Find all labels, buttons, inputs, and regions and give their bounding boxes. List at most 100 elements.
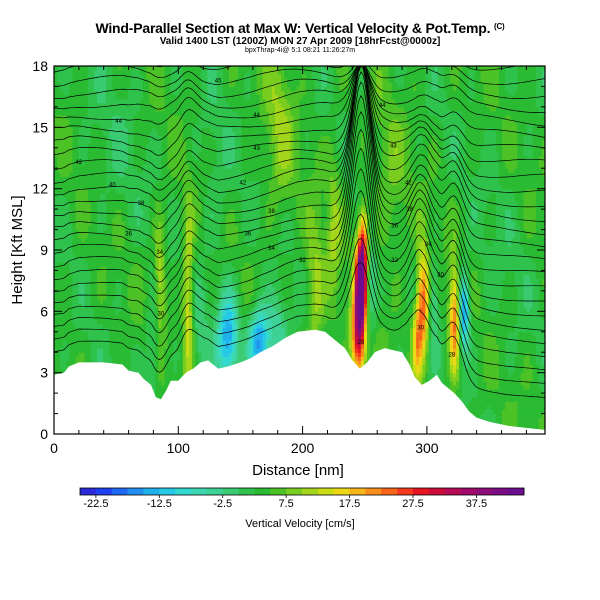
- velocity-cell: [535, 401, 540, 406]
- velocity-cell: [416, 356, 420, 361]
- velocity-cell: [373, 323, 377, 329]
- velocity-cell: [446, 360, 451, 365]
- velocity-cell: [256, 344, 261, 349]
- velocity-cell: [60, 303, 64, 308]
- velocity-cell: [431, 323, 436, 329]
- velocity-cell: [529, 397, 534, 402]
- velocity-cell: [127, 360, 132, 365]
- velocity-cell: [198, 360, 202, 365]
- velocity-cell: [517, 380, 521, 386]
- chart-subsubtitle: bpxThrap-4i@ 5:1 08:21 11:26:27m: [244, 47, 356, 54]
- velocity-cell: [271, 331, 276, 337]
- velocity-cell: [471, 323, 475, 329]
- velocity-cell: [498, 335, 503, 341]
- velocity-cell: [100, 323, 104, 329]
- velocity-cell: [419, 307, 423, 312]
- velocity-cell: [474, 319, 478, 325]
- velocity-cell: [508, 401, 512, 406]
- velocity-cell: [146, 327, 150, 333]
- velocity-cell: [149, 327, 153, 333]
- velocity-cell: [66, 319, 70, 325]
- velocity-cell: [207, 356, 212, 361]
- velocity-cell: [376, 344, 380, 349]
- velocity-cell: [532, 405, 537, 410]
- velocity-cell: [136, 335, 141, 341]
- velocity-cell: [179, 368, 184, 374]
- velocity-cell: [103, 352, 107, 357]
- velocity-cell: [379, 327, 383, 333]
- velocity-cell: [511, 372, 515, 378]
- velocity-cell: [164, 315, 169, 321]
- velocity-cell: [376, 331, 380, 337]
- velocity-cell: [155, 352, 159, 357]
- velocity-cell: [333, 311, 337, 316]
- velocity-cell: [336, 327, 340, 333]
- velocity-cell: [489, 397, 494, 402]
- velocity-cell: [391, 315, 396, 321]
- velocity-cell: [207, 344, 212, 349]
- velocity-cell: [422, 360, 426, 365]
- velocity-cell: [474, 360, 478, 365]
- velocity-cell: [483, 409, 488, 415]
- velocity-cell: [179, 327, 184, 333]
- velocity-cell: [54, 344, 58, 349]
- velocity-cell: [505, 421, 509, 427]
- velocity-cell: [170, 376, 175, 382]
- velocity-cell: [492, 413, 497, 419]
- velocity-cell: [130, 339, 135, 345]
- velocity-cell: [118, 319, 123, 325]
- velocity-cell: [489, 401, 494, 406]
- velocity-cell: [498, 360, 503, 365]
- velocity-cell: [219, 364, 224, 370]
- velocity-cell: [409, 360, 414, 365]
- velocity-cell: [449, 360, 454, 365]
- velocity-cell: [535, 368, 540, 374]
- velocity-cell: [465, 380, 469, 386]
- velocity-cell: [158, 356, 162, 361]
- velocity-cell: [367, 344, 371, 349]
- velocity-cell: [486, 409, 491, 415]
- velocity-cell: [456, 348, 460, 353]
- velocity-cell: [520, 356, 525, 361]
- velocity-cell: [149, 331, 153, 337]
- velocity-cell: [185, 319, 190, 325]
- velocity-cell: [409, 315, 414, 321]
- velocity-cell: [189, 356, 193, 361]
- velocity-cell: [158, 380, 162, 386]
- velocity-cell: [502, 352, 506, 357]
- velocity-cell: [492, 323, 497, 329]
- velocity-cell: [406, 323, 411, 329]
- velocity-cell: [256, 307, 261, 312]
- velocity-cell: [508, 405, 512, 410]
- velocity-cell: [471, 331, 475, 337]
- velocity-cell: [354, 323, 359, 329]
- velocity-cell: [379, 315, 383, 321]
- velocity-cell: [106, 311, 110, 316]
- velocity-cell: [520, 360, 525, 365]
- velocity-cell: [185, 364, 190, 370]
- velocity-cell: [514, 417, 518, 423]
- velocity-cell: [253, 311, 258, 316]
- velocity-cell: [333, 307, 337, 312]
- velocity-cell: [155, 319, 159, 325]
- velocity-cell: [538, 344, 543, 349]
- velocity-cell: [400, 315, 405, 321]
- velocity-cell: [495, 368, 500, 374]
- velocity-cell: [413, 364, 417, 370]
- velocity-cell: [54, 368, 58, 374]
- velocity-cell: [498, 368, 503, 374]
- velocity-cell: [360, 339, 365, 345]
- velocity-cell: [520, 421, 525, 427]
- velocity-cell: [121, 339, 126, 345]
- velocity-cell: [511, 389, 515, 394]
- velocity-cell: [72, 348, 76, 353]
- velocity-cell: [541, 376, 545, 382]
- velocity-cell: [437, 360, 442, 365]
- velocity-cell: [142, 307, 147, 312]
- velocity-cell: [382, 315, 386, 321]
- velocity-cell: [409, 335, 414, 341]
- velocity-cell: [244, 307, 248, 312]
- velocity-cell: [523, 421, 528, 427]
- velocity-cell: [406, 344, 411, 349]
- velocity-cell: [526, 413, 531, 419]
